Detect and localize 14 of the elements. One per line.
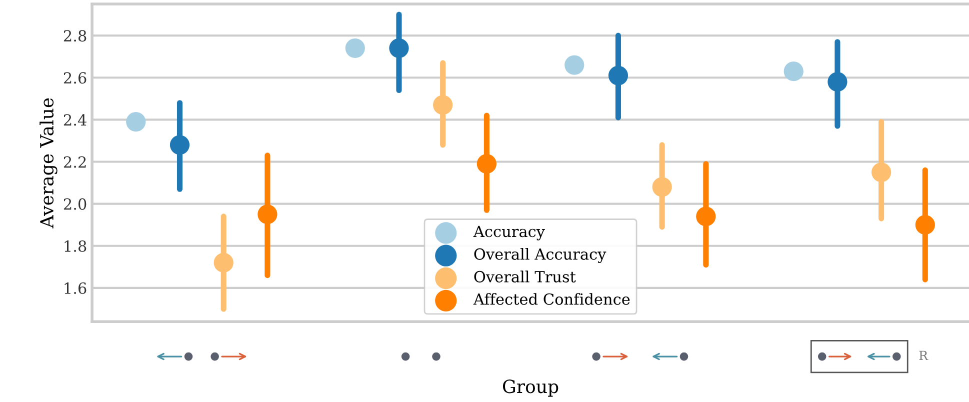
y-tick-label: 2.6	[64, 72, 86, 84]
text: R	[919, 350, 928, 360]
x-axis-title: Group	[502, 380, 558, 397]
legend-label: Accuracy	[473, 226, 545, 240]
y-tick-label: 1.6	[64, 282, 86, 294]
y-tick-label: 2.8	[64, 30, 86, 42]
y-tick-label: 2.0	[64, 198, 86, 210]
y-tick-label: 2.2	[64, 156, 86, 168]
legend-label: Overall Trust	[474, 270, 576, 282]
y-axis-title: Average Value	[40, 98, 58, 228]
y-tick-label: 1.8	[64, 240, 86, 252]
legend-label: Affected Confidence	[473, 293, 630, 305]
legend-label: Overall Accuracy	[474, 248, 606, 263]
y-tick-label: 2.4	[64, 114, 86, 126]
